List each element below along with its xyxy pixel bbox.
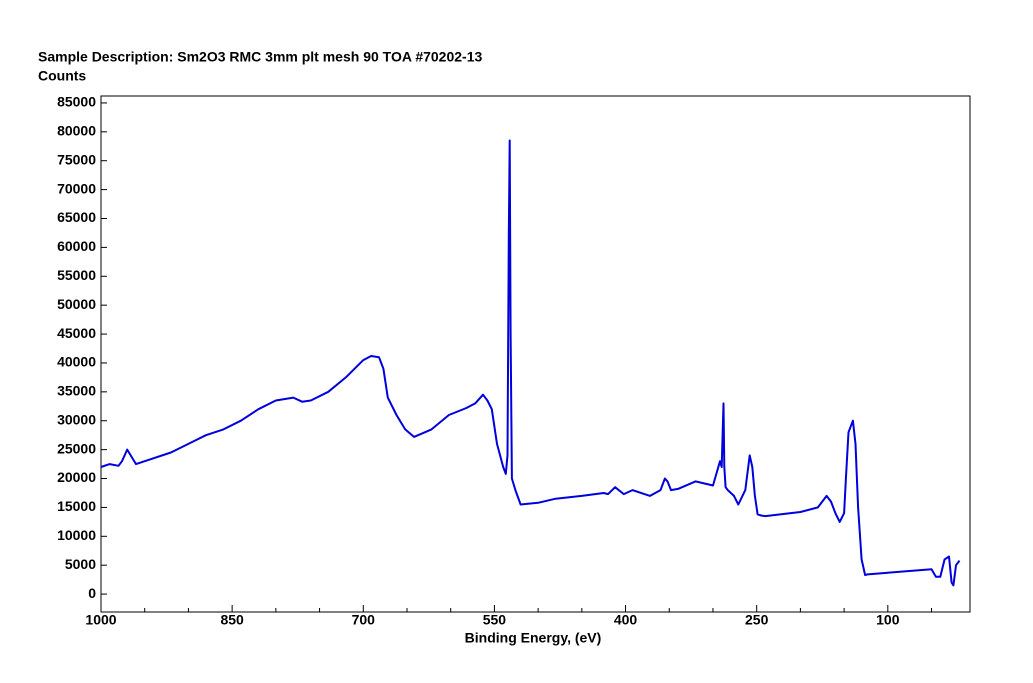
- y-tick-label: 35000: [57, 383, 96, 399]
- x-tick-label: 250: [745, 612, 769, 628]
- y-tick-label: 65000: [57, 209, 96, 225]
- y-tick-label: 70000: [57, 180, 96, 196]
- y-tick-label: 25000: [57, 440, 96, 456]
- x-tick-label: 100: [876, 612, 900, 628]
- y-tick-label: 45000: [57, 325, 96, 341]
- y-axis-label: Counts: [38, 68, 86, 84]
- y-tick-label: 75000: [57, 151, 96, 167]
- x-tick-label: 400: [614, 612, 638, 628]
- y-tick-label: 80000: [57, 123, 96, 139]
- x-tick-label: 1000: [85, 612, 116, 628]
- plot-frame: [100, 95, 971, 613]
- y-tick-label: 10000: [57, 527, 96, 543]
- x-tick-label: 550: [483, 612, 507, 628]
- y-tick-label: 30000: [57, 411, 96, 427]
- chart-title: Sample Description: Sm2O3 RMC 3mm plt me…: [38, 49, 482, 65]
- y-tick-label: 20000: [57, 469, 96, 485]
- y-tick-label: 55000: [57, 267, 96, 283]
- x-tick-label: 700: [352, 612, 376, 628]
- y-tick-label: 5000: [65, 556, 96, 572]
- y-tick-label: 40000: [57, 354, 96, 370]
- x-axis-label: Binding Energy, (eV): [465, 630, 602, 646]
- y-tick-label: 50000: [57, 296, 96, 312]
- y-tick-label: 60000: [57, 238, 96, 254]
- x-tick-label: 850: [220, 612, 244, 628]
- y-tick-label: 15000: [57, 498, 96, 514]
- y-tick-label: 85000: [57, 94, 96, 110]
- y-tick-label: 0: [88, 585, 96, 601]
- spectrum-line: [100, 139, 961, 587]
